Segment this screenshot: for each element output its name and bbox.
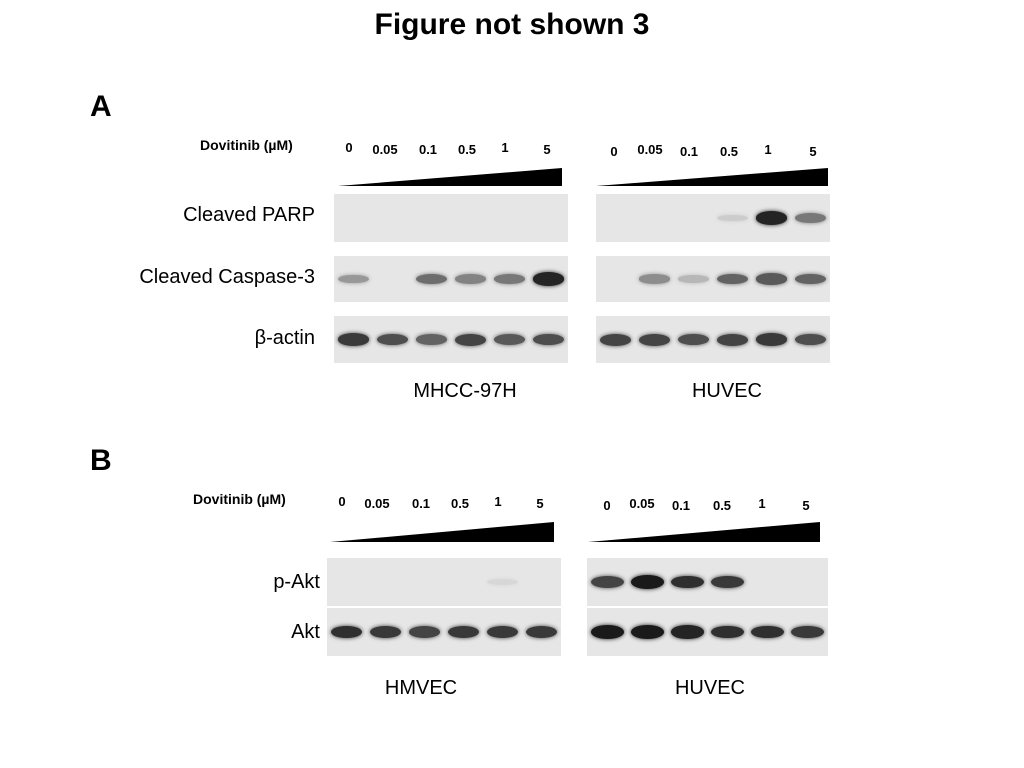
blot-hmvec-akt [327, 608, 561, 656]
blot-band [408, 626, 441, 638]
dose-gradient-wedge [338, 168, 562, 186]
dose-label: 1 [501, 140, 509, 155]
dose-label: 0.05 [629, 496, 655, 511]
blot-band [493, 333, 526, 346]
blot-band [590, 625, 624, 639]
dose-label: 0.1 [671, 498, 691, 513]
blot-band [755, 333, 788, 346]
dose-label: 1 [494, 494, 502, 509]
blot-band [791, 625, 825, 639]
dose-gradient-wedge [330, 522, 554, 542]
dose-label: 0 [610, 144, 618, 159]
blot-band [677, 275, 710, 283]
blot-huvec-cleaved-caspase-3 [596, 256, 830, 302]
blot-band [794, 273, 827, 285]
dose-label: 0 [338, 494, 346, 509]
panel-a-right-doses: 0 0.05 0.1 0.5 1 5 [0, 142, 1024, 162]
dose-label: 0.1 [411, 496, 431, 511]
blot-band [493, 274, 526, 284]
dose-label: 5 [536, 496, 544, 511]
blot-band [599, 333, 632, 346]
blot-band [525, 625, 558, 639]
dose-label: 1 [764, 142, 772, 157]
blot-band [638, 333, 671, 346]
blot-band [630, 625, 664, 639]
row-label-p-akt: p-Akt [273, 571, 320, 593]
blot-band [415, 273, 448, 285]
row-label-cleaved-parp: Cleaved PARP [183, 204, 315, 226]
blot-band [630, 575, 664, 589]
blot-huvec-cleaved-parp [596, 194, 830, 242]
dose-label: 0 [603, 498, 611, 513]
blot-band [447, 625, 480, 639]
blot-mhcc97h-cleaved-parp [334, 194, 568, 242]
panel-b-treatment-label: Dovitinib (µM) [193, 491, 286, 507]
figure-title: Figure not shown 3 [374, 8, 650, 41]
blot-band [454, 333, 487, 346]
blot-band [755, 273, 788, 285]
row-label-beta-actin: β-actin [254, 327, 315, 349]
panel-b-right-doses: 0 0.05 0.1 0.5 1 5 [0, 496, 1024, 516]
dose-label: 0.05 [364, 496, 390, 511]
blot-huvec-p-akt [587, 558, 828, 606]
dose-label: 0.1 [418, 142, 438, 157]
dose-label: 0.5 [450, 496, 470, 511]
panel-a-treatment-label: Dovitinib (µM) [200, 137, 293, 153]
blot-band [486, 625, 519, 639]
blot-band [330, 625, 363, 639]
row-label-cleaved-caspase-3: Cleaved Caspase-3 [139, 266, 315, 288]
dose-label: 0 [345, 140, 353, 155]
blot-band [711, 625, 745, 639]
dose-label: 5 [802, 498, 810, 513]
blot-huvec-beta-actin [596, 316, 830, 363]
cell-line-label-huvec-a: HUVEC [691, 380, 762, 402]
blot-band [376, 333, 409, 346]
blot-band [337, 333, 370, 346]
blot-band [415, 334, 448, 345]
cell-line-label-huvec-b: HUVEC [674, 677, 745, 699]
blot-mhcc97h-cleaved-caspase-3 [334, 256, 568, 302]
cell-line-label-hmvec: HMVEC [384, 677, 458, 699]
blot-hmvec-p-akt [327, 558, 561, 606]
blot-band [751, 625, 785, 639]
dose-label: 0.5 [719, 144, 739, 159]
blot-band [711, 575, 745, 589]
panel-b-left-doses: 0 0.05 0.1 0.5 1 5 [0, 494, 1024, 514]
blot-band [590, 576, 624, 588]
dose-label: 5 [543, 142, 551, 157]
row-label-akt: Akt [291, 621, 320, 643]
blot-band [794, 213, 827, 223]
dose-label: 0.1 [679, 144, 699, 159]
dose-label: 0.5 [457, 142, 477, 157]
dose-label: 1 [758, 496, 766, 511]
blot-band [638, 274, 671, 284]
blot-band [486, 578, 519, 586]
blot-band [337, 274, 370, 284]
dose-label: 0.5 [712, 498, 732, 513]
blot-band [532, 333, 565, 346]
dose-gradient-wedge [596, 168, 828, 186]
dose-label: 5 [809, 144, 817, 159]
blot-band [532, 272, 565, 286]
blot-band [755, 211, 788, 225]
blot-band [794, 333, 827, 346]
blot-band [716, 333, 749, 346]
blot-band [716, 214, 749, 222]
blot-band [677, 333, 710, 346]
cell-line-label-mhcc97h: MHCC-97H [413, 380, 517, 402]
blot-mhcc97h-beta-actin [334, 316, 568, 363]
dose-label: 0.05 [637, 142, 663, 157]
blot-band [369, 625, 402, 639]
blot-band [454, 274, 487, 284]
blot-band [716, 273, 749, 285]
blot-band [670, 625, 704, 639]
dose-gradient-wedge [588, 522, 820, 542]
dose-label: 0.05 [372, 142, 398, 157]
panel-a-letter: A [90, 90, 112, 123]
panel-a-left-doses: 0 0.05 0.1 0.5 1 5 [0, 140, 1024, 160]
blot-band [670, 575, 704, 589]
blot-huvec-akt [587, 608, 828, 656]
panel-b-letter: B [90, 444, 112, 477]
